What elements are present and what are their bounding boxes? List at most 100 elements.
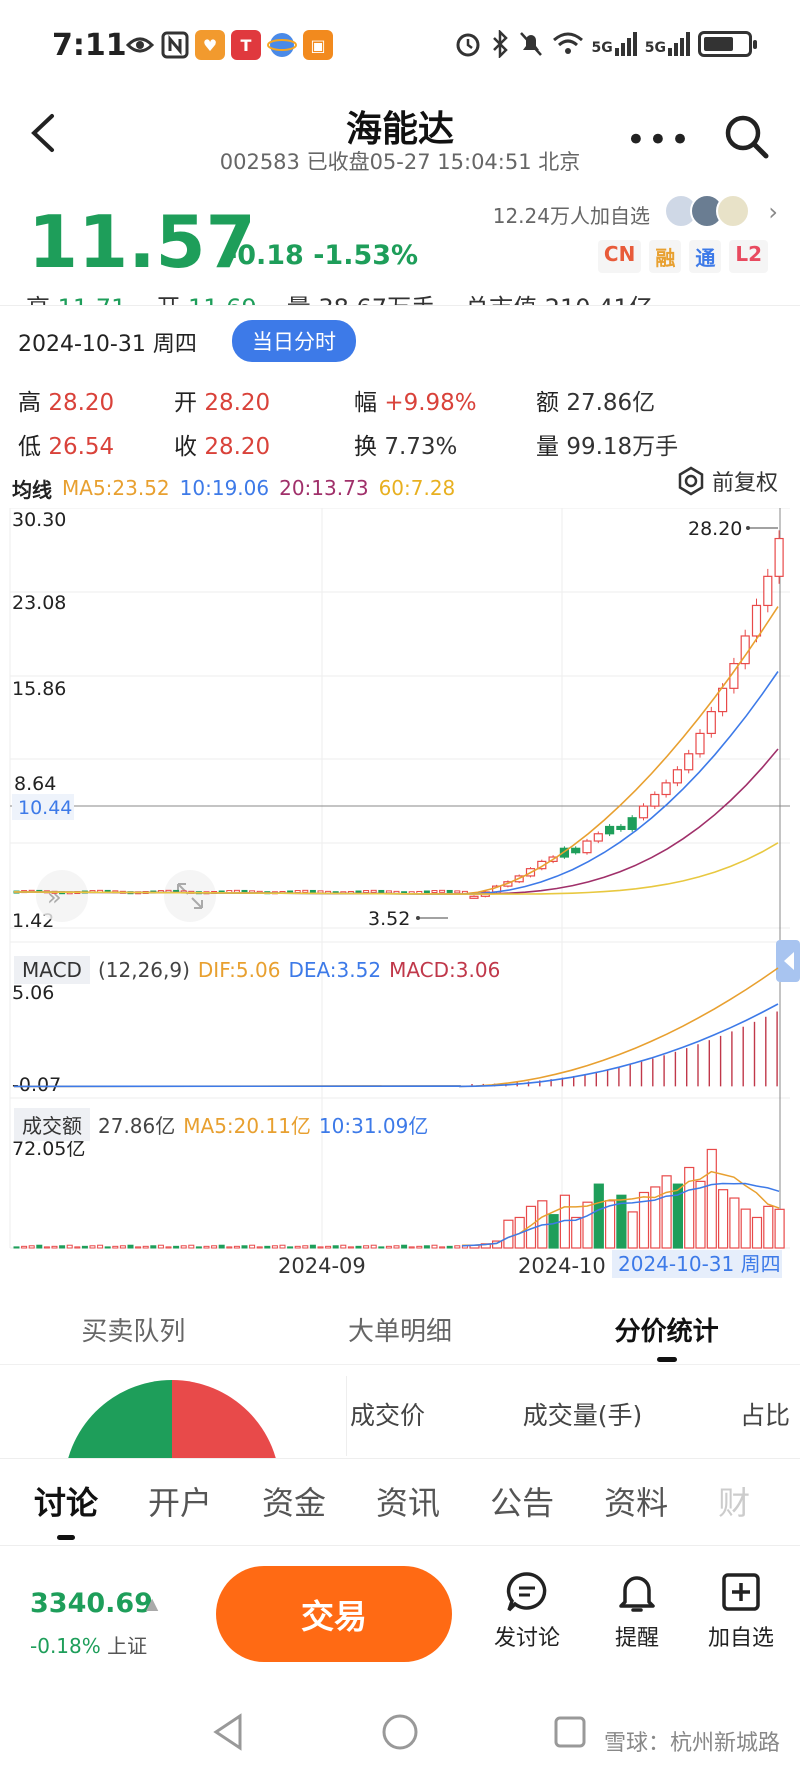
volume-bar	[582, 1201, 593, 1249]
volume-bar	[751, 1216, 763, 1249]
macd-tag[interactable]: MACD	[14, 956, 90, 984]
plus-square-icon	[722, 1573, 760, 1611]
sub-tab[interactable]: 大单明细	[347, 1317, 452, 1347]
info-tab[interactable]: 资讯	[376, 1483, 441, 1522]
info-tab[interactable]: 公告	[490, 1483, 555, 1522]
post-discussion-button[interactable]: 发讨论	[482, 1570, 572, 1652]
market-badge[interactable]: CN	[597, 240, 642, 273]
add-watchlist-button[interactable]: 加自选	[696, 1570, 786, 1652]
volume-bar	[439, 1246, 446, 1249]
candle	[684, 753, 694, 771]
candle	[439, 889, 446, 893]
stat-key: 总市值	[465, 294, 537, 305]
alarm-icon	[456, 33, 480, 57]
recents-square-icon[interactable]	[550, 1712, 590, 1752]
intraday-button[interactable]: 当日分时	[232, 320, 356, 362]
info-tab[interactable]: 资料	[604, 1483, 669, 1522]
stock-status-line: 002583 已收盘05-27 15:04:51 北京	[219, 150, 581, 174]
trade-button[interactable]: 交易	[216, 1566, 452, 1662]
ma5-value: MA5:23.52	[62, 476, 170, 500]
candle	[309, 889, 316, 893]
volume-bar	[638, 1191, 650, 1249]
back-arrow-icon[interactable]	[24, 108, 64, 158]
market-badge[interactable]: 融	[649, 240, 682, 273]
popup-key: 高	[18, 390, 41, 416]
chat-bubble-icon	[506, 1572, 547, 1612]
candle	[717, 687, 728, 713]
popup-cell: 收 28.20	[174, 427, 354, 461]
candle	[604, 825, 615, 835]
candle	[370, 889, 377, 893]
follower-avatars[interactable]	[664, 194, 750, 228]
sub-tab[interactable]: 分价统计	[615, 1311, 719, 1362]
info-tab[interactable]: 资金	[262, 1483, 327, 1522]
volume-bar	[104, 1246, 111, 1249]
volume-bar	[233, 1245, 240, 1249]
volume-bar	[203, 1245, 210, 1249]
volume-bar	[423, 1245, 430, 1249]
app-heart-icon: ♥	[195, 30, 225, 60]
volume-bar	[211, 1245, 218, 1249]
status-time: 7:11	[52, 28, 127, 63]
volume-bar	[317, 1246, 324, 1249]
volume-bar	[157, 1244, 164, 1249]
distribution-column-header: 成交价	[350, 1401, 426, 1430]
sub-tab[interactable]: 买卖队列	[81, 1317, 186, 1347]
popup-key: 额	[536, 390, 559, 416]
alert-button[interactable]: 提醒	[592, 1570, 682, 1652]
volume-bar	[604, 1200, 616, 1249]
volume-bar	[571, 1216, 582, 1249]
back-triangle-icon[interactable]	[210, 1712, 250, 1752]
battery-charging-icon	[698, 31, 757, 57]
search-icon[interactable]	[722, 112, 770, 160]
volume-bar	[173, 1245, 180, 1249]
popup-key: 低	[18, 434, 41, 460]
stat-key: 高	[26, 294, 50, 305]
volume-legend: 成交额 27.86亿 MA5:20.11亿 10:31.09亿	[14, 1108, 428, 1141]
candle	[706, 711, 716, 735]
market-badge[interactable]: L2	[729, 240, 768, 273]
followers-count[interactable]: 12.24万人加自选	[492, 204, 650, 228]
scroll-left-button[interactable]: »	[36, 870, 88, 922]
chevron-right-icon[interactable]: ›	[768, 198, 778, 226]
volume-bar	[401, 1244, 408, 1249]
candle	[469, 895, 479, 899]
popup-date: 2024-10-31 周四	[18, 332, 197, 357]
status-system-icons: 5G 5G	[454, 30, 757, 58]
y-tick-label: 30.30	[12, 509, 66, 531]
volume-bar	[740, 1208, 751, 1249]
more-menu-icon[interactable]: •••	[625, 120, 692, 160]
kline-chart[interactable]: 30.30 23.08 15.86 8.64 1.42 10.44 » 28.20 3.…	[0, 508, 800, 1278]
popup-value: 7.73%	[384, 434, 458, 460]
candle	[638, 805, 649, 819]
stock-name: 海能达	[345, 109, 454, 150]
candle	[317, 890, 324, 894]
volume-bar	[66, 1244, 73, 1249]
low-price-label: 3.52	[368, 908, 410, 930]
candle	[294, 890, 301, 894]
stat-key: 开	[156, 294, 180, 305]
status-app-icons: ♥ T ▣	[125, 30, 333, 60]
info-tab[interactable]: 开户	[148, 1483, 213, 1522]
candle	[763, 575, 773, 607]
volume-bar	[287, 1246, 294, 1249]
home-circle-icon[interactable]	[380, 1712, 420, 1752]
candle	[571, 847, 581, 854]
index-name: 上证	[107, 1634, 148, 1658]
market-badge[interactable]: 通	[689, 240, 722, 273]
quote-stats-row: 高 11.71 开 11.69 量 38.67万手 总市值 210.41亿	[26, 288, 653, 305]
popup-key: 量	[536, 434, 559, 460]
ma10-value: 10:19.06	[179, 476, 270, 500]
trade-detail-tabs: 买卖队列 大单明细 分价统计	[0, 1295, 800, 1365]
volume-tag[interactable]: 成交额	[14, 1108, 90, 1141]
volume-bar	[548, 1214, 559, 1249]
zoom-button[interactable]	[164, 870, 216, 922]
candle	[431, 890, 438, 894]
volume-bar	[695, 1180, 706, 1249]
info-tab[interactable]: 财	[718, 1483, 751, 1522]
index-value: 3340.69	[30, 1588, 153, 1619]
adjust-toggle[interactable]: 前复权	[676, 465, 778, 497]
bell-icon	[619, 1576, 655, 1612]
volume-bar	[650, 1186, 661, 1249]
info-tab[interactable]: 讨论	[34, 1478, 98, 1540]
